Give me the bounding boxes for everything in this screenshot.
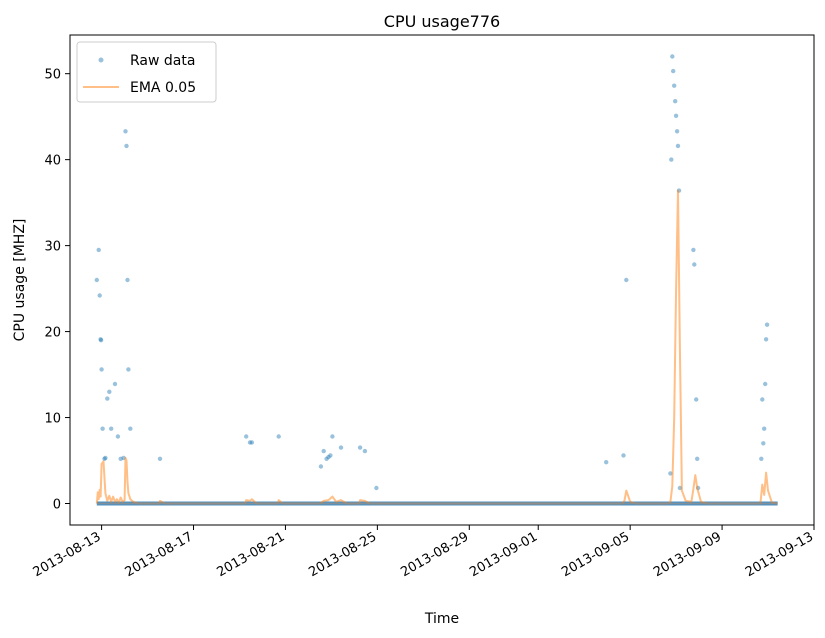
y-tick-label: 20	[44, 326, 61, 341]
x-tick-label: 2013-09-01	[467, 529, 540, 580]
raw-data-point	[604, 460, 609, 465]
raw-data-point	[112, 381, 118, 387]
legend: Raw data EMA 0.05	[76, 41, 217, 103]
y-tick-label: 30	[44, 240, 61, 255]
raw-data-point	[362, 448, 368, 454]
raw-data-point	[124, 143, 129, 149]
y-tick-label: 0	[53, 498, 61, 513]
raw-data-point	[247, 440, 253, 445]
raw-data-point	[157, 456, 163, 461]
raw-data-point	[109, 426, 114, 431]
raw-data-point	[126, 367, 131, 372]
x-tick-label: 2013-09-05	[559, 529, 632, 580]
raw-data-point	[671, 68, 676, 74]
chart-title: CPU usage776	[384, 12, 500, 31]
raw-data-point	[338, 445, 344, 450]
raw-data-point	[374, 485, 379, 491]
raw-data-point	[673, 99, 678, 104]
raw-data-point	[691, 247, 696, 253]
raw-data-point	[105, 396, 110, 401]
raw-data-point	[357, 445, 363, 450]
raw-data-point	[330, 434, 335, 439]
raw-data-point	[276, 434, 281, 439]
raw-data-point	[98, 337, 103, 342]
raw-data-point	[94, 277, 100, 283]
y-tick-label: 40	[44, 154, 61, 169]
x-tick-label: 2013-08-25	[306, 529, 379, 580]
raw-data-point	[98, 338, 104, 343]
plot-area	[94, 54, 778, 506]
raw-data-point	[668, 471, 673, 476]
x-axis: 2013-08-13 2013-08-17 2013-08-21 2013-08-25…	[31, 525, 816, 580]
raw-data-point	[249, 440, 255, 445]
raw-data-point	[97, 293, 102, 298]
legend-label-raw: Raw data	[130, 53, 195, 69]
ema-line	[95, 189, 778, 505]
raw-data-point	[670, 54, 675, 59]
raw-data-point	[761, 441, 766, 446]
x-tick-label: 2013-08-17	[123, 529, 196, 580]
raw-data-point	[759, 456, 764, 461]
x-tick-label: 2013-08-13	[31, 529, 104, 580]
raw-data-point	[621, 453, 626, 458]
legend-marker-raw	[98, 57, 104, 63]
raw-data-point	[326, 454, 331, 460]
raw-data-point	[695, 456, 700, 461]
y-tick-label: 10	[44, 412, 61, 427]
raw-data-point	[764, 322, 770, 327]
x-axis-label: Time	[424, 611, 459, 627]
raw-data-point	[321, 448, 326, 454]
raw-data-point	[100, 426, 105, 431]
legend-label-ema: EMA 0.05	[130, 80, 196, 96]
raw-data-point	[673, 113, 679, 119]
raw-data-point	[244, 434, 249, 439]
x-tick-label: 2013-09-13	[743, 529, 816, 580]
raw-data-point	[328, 453, 333, 458]
raw-data-point	[624, 277, 629, 283]
raw-data-point	[675, 143, 681, 149]
raw-data-point	[760, 397, 765, 402]
raw-data-point	[123, 129, 128, 134]
raw-data-point	[99, 367, 104, 372]
raw-data-point	[669, 157, 674, 162]
y-tick-label: 50	[44, 68, 61, 83]
y-axis: 0 10 20 30 40 50	[44, 68, 70, 513]
x-tick-label: 2013-09-09	[651, 529, 724, 580]
raw-data-point	[672, 83, 677, 88]
raw-data-point	[118, 456, 123, 461]
x-tick-label: 2013-08-21	[215, 529, 288, 580]
raw-data-point	[692, 262, 697, 267]
raw-data-point	[763, 337, 769, 342]
raw-data-point	[96, 247, 101, 253]
raw-data-point	[107, 389, 112, 394]
raw-data-point	[125, 277, 130, 283]
x-tick-label: 2013-08-29	[398, 529, 471, 580]
raw-data-point	[763, 381, 768, 387]
raw-data-point	[102, 456, 107, 461]
raw-data-point	[115, 434, 121, 439]
raw-data-point	[324, 456, 329, 461]
raw-data-point	[694, 397, 699, 402]
raw-data-point	[128, 426, 133, 431]
raw-data-point	[674, 129, 680, 134]
raw-data-point	[318, 464, 324, 469]
plot-frame	[69, 34, 815, 526]
raw-data-point	[103, 455, 108, 461]
raw-data-point	[762, 426, 767, 431]
y-axis-label: CPU usage [MHZ]	[12, 219, 28, 342]
